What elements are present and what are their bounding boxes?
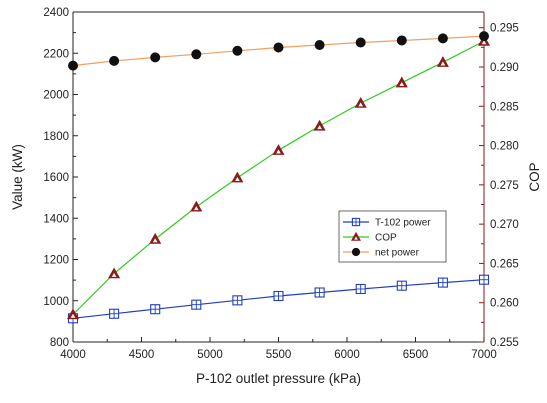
x-axis-ticks: 4000 4500 5000 5500 6000 6500 7000 <box>60 337 497 361</box>
data-point-inner <box>70 313 76 318</box>
right-y-tick-label: 0.295 <box>490 23 519 35</box>
data-point <box>396 35 407 46</box>
legend-label: COP <box>375 233 397 244</box>
data-point-inner <box>235 177 240 181</box>
data-point-inner <box>358 102 364 107</box>
data-point <box>314 40 325 50</box>
x-tick-label: 5500 <box>266 349 292 361</box>
legend: T-102 power COP net power <box>338 210 447 263</box>
data-point-inner <box>111 272 117 277</box>
right-y-tick-label: 0.270 <box>490 219 519 231</box>
left-y-tick-label: 1000 <box>43 296 69 308</box>
x-tick-label: 5000 <box>197 349 223 361</box>
x-tick-label: 6000 <box>334 349 360 361</box>
left-y-tick-label: 2000 <box>43 90 69 102</box>
right-y-tick-label: 0.285 <box>490 101 519 113</box>
legend-item: net power <box>343 248 420 259</box>
right-y-tick-label: 0.255 <box>490 337 519 349</box>
right-y-tick-label: 0.275 <box>490 180 519 192</box>
x-tick-label: 7000 <box>471 349 497 361</box>
data-point-inner <box>399 81 405 86</box>
data-point <box>191 49 202 60</box>
data-point <box>273 42 284 53</box>
right-y-axis-title: COP <box>527 162 542 191</box>
data-point-inner <box>440 61 446 66</box>
data-point-inner <box>193 206 199 211</box>
data-point-inner <box>317 125 322 130</box>
data-point <box>437 33 448 44</box>
data-point-inner <box>481 40 487 45</box>
data-point <box>68 60 78 71</box>
legend-item: T-102 power <box>343 218 431 229</box>
series-layer <box>66 31 491 324</box>
left-y-tick-label: 2200 <box>43 48 69 60</box>
data-point-inner <box>152 238 158 243</box>
data-point <box>232 45 243 56</box>
series-1 <box>66 34 491 320</box>
x-tick-label: 4500 <box>129 349 155 361</box>
right-y-tick-label: 0.290 <box>490 62 519 74</box>
left-y-tick-label: 2400 <box>43 7 69 19</box>
x-tick-label: 4000 <box>60 349 86 361</box>
right-y-tick-label: 0.265 <box>490 258 519 270</box>
legend-label: net power <box>375 248 420 259</box>
legend-label: T-102 power <box>375 218 431 229</box>
series-2 <box>68 31 489 71</box>
left-y-tick-label: 1600 <box>43 172 69 184</box>
legend-item: COP <box>343 231 397 244</box>
data-point-inner <box>354 236 358 240</box>
x-tick-label: 6500 <box>403 349 429 361</box>
right-y-axis-ticks: 0.255 0.260 0.265 0.270 0.275 0.280 0.285 0.290… <box>479 23 519 349</box>
left-y-tick-label: 1400 <box>43 213 69 225</box>
data-point <box>109 55 120 66</box>
left-y-axis-ticks: 800 1000 1200 1400 1600 1800 2000 2200 2400 <box>43 7 78 349</box>
series-line <box>72 40 485 315</box>
data-point <box>479 31 489 42</box>
x-axis-title: P-102 outlet pressure (kPa) <box>196 371 361 386</box>
data-point <box>355 37 366 48</box>
left-y-tick-label: 1200 <box>43 255 69 267</box>
left-y-tick-label: 1800 <box>43 131 69 143</box>
right-y-tick-label: 0.280 <box>490 141 519 153</box>
left-y-axis-title: Value (kW) <box>10 144 25 210</box>
data-point-inner <box>276 149 281 154</box>
data-point <box>150 52 161 63</box>
data-point <box>351 247 361 257</box>
left-y-tick-label: 800 <box>50 337 69 349</box>
series-0 <box>67 274 490 324</box>
right-y-tick-label: 0.260 <box>490 298 519 310</box>
